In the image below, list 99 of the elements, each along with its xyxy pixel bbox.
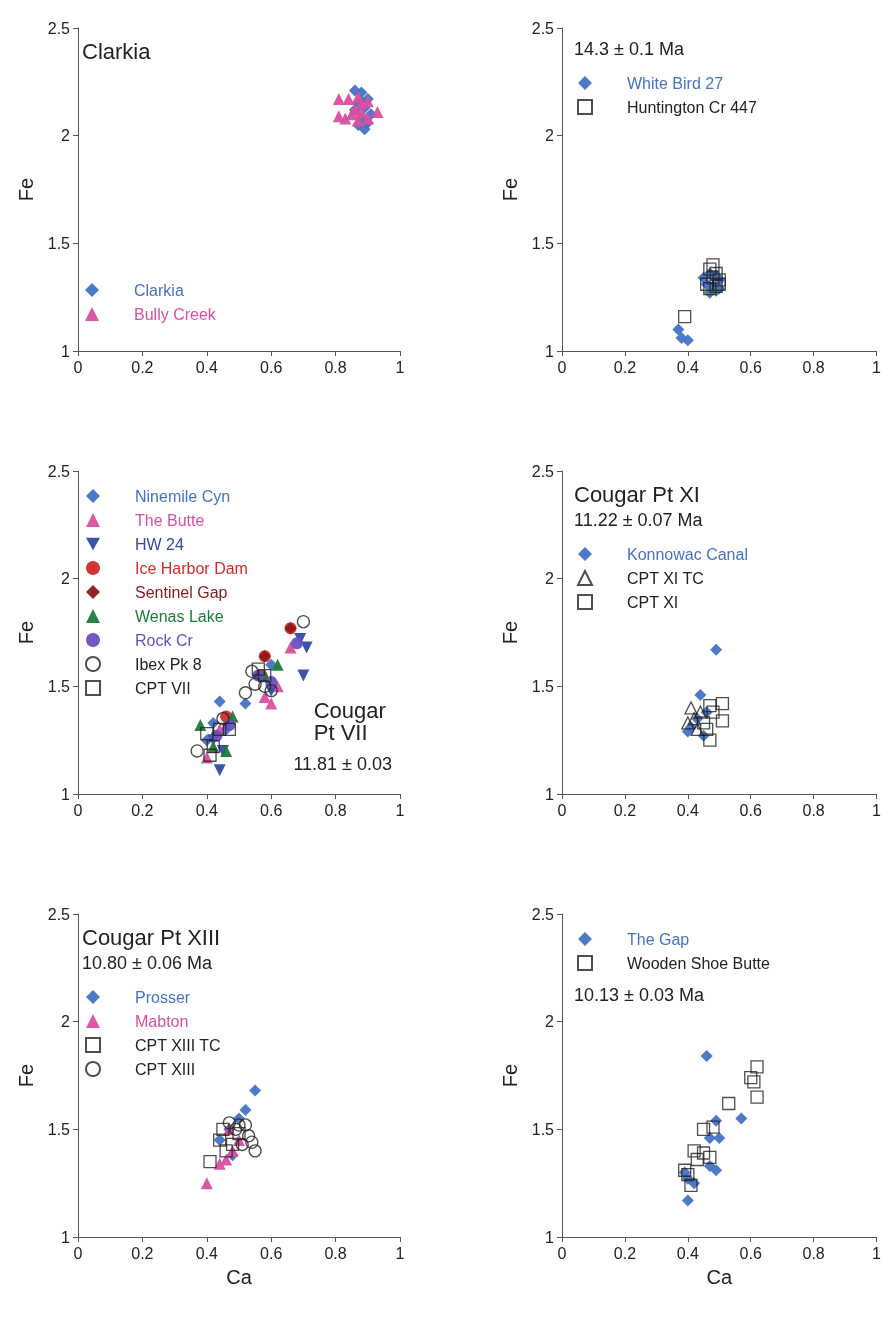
y-tick-label: 2.5: [531, 905, 555, 923]
legend-label: CPT XIII: [135, 1060, 196, 1078]
y-tick-label: 2: [61, 127, 71, 145]
legend-label: The Gap: [627, 930, 690, 948]
legend-label: Wooden Shoe Butte: [627, 954, 771, 972]
x-tick-label: 0.2: [613, 801, 637, 819]
legend-label: CPT XI: [627, 593, 679, 611]
x-tick-label: 0.4: [676, 1244, 700, 1262]
x-tick-label: 0.8: [802, 1244, 825, 1262]
legend-label: Ice Harbor Dam: [135, 559, 248, 577]
y-tick-label: 1.5: [531, 1120, 555, 1138]
x-axis-title: Ca: [706, 1266, 733, 1288]
y-tick-label: 2.5: [531, 19, 555, 37]
y-tick-label: 1.5: [531, 234, 555, 252]
x-tick-label: 0.6: [260, 1244, 283, 1262]
y-tick-label: 1: [545, 342, 555, 360]
text: 11.22 ± 0.07 Ma: [574, 510, 704, 530]
x-tick-label: 0.6: [260, 801, 283, 819]
y-tick-label: 2: [545, 570, 555, 588]
x-tick-label: 0: [557, 1244, 567, 1262]
y-tick-label: 2: [545, 1013, 555, 1031]
legend-label: Prosser: [135, 988, 191, 1006]
legend-label: CPT VII: [135, 679, 191, 697]
legend-label: HW 24: [135, 535, 184, 553]
x-tick-label: 0.4: [195, 1244, 219, 1262]
y-tick-label: 1: [61, 785, 71, 803]
x-tick-label: 1: [872, 801, 882, 819]
legend-label: CPT XIII TC: [135, 1036, 221, 1054]
x-tick-label: 0.6: [739, 801, 762, 819]
x-tick-label: 0.2: [131, 358, 154, 376]
y-axis-title: Fe: [15, 620, 37, 645]
x-axis-title: Ca: [226, 1266, 253, 1288]
x-tick-label: 1: [872, 1244, 882, 1262]
text: 11.81 ± 0.03: [293, 754, 392, 774]
x-tick-label: 0.2: [131, 801, 154, 819]
x-tick-label: 0.8: [324, 1244, 347, 1262]
x-tick-label: 0.2: [613, 358, 637, 376]
text: 10.80 ± 0.06 Ma: [82, 953, 213, 973]
x-tick-label: 0.2: [613, 1244, 637, 1262]
x-tick-label: 0.8: [802, 801, 825, 819]
legend-label: Huntington Cr 447: [627, 98, 757, 116]
x-tick-label: 0.6: [260, 358, 283, 376]
x-tick-label: 0.4: [195, 801, 219, 819]
legend-label: The Butte: [135, 511, 205, 529]
x-tick-label: 0: [557, 801, 567, 819]
y-axis-title: Fe: [499, 620, 521, 645]
annotation: 10.13 ± 0.03 Ma: [574, 985, 705, 1005]
y-tick-label: 1.5: [47, 1120, 71, 1138]
y-tick-label: 1.5: [47, 234, 71, 252]
y-axis-title: Fe: [15, 177, 37, 202]
legend-label: Bully Creek: [134, 305, 217, 323]
y-tick-label: 2: [545, 127, 555, 145]
x-tick-label: 1: [395, 1244, 405, 1262]
y-tick-label: 2: [61, 1013, 71, 1031]
text: Cougar Pt XIII: [82, 924, 221, 950]
y-axis-title: Fe: [499, 177, 521, 202]
x-tick-label: 0.4: [195, 358, 219, 376]
x-tick-label: 0: [557, 358, 567, 376]
legend-label: Ibex Pk 8: [135, 655, 202, 673]
y-tick-label: 2.5: [47, 905, 71, 923]
legend-label: Mabton: [135, 1012, 189, 1030]
y-tick-label: 2.5: [47, 462, 71, 480]
y-tick-label: 1: [61, 1228, 71, 1246]
legend-label: Clarkia: [134, 281, 184, 299]
x-tick-label: 0.8: [802, 358, 825, 376]
legend-label: Konnowac Canal: [627, 545, 748, 563]
text: Cougar Pt XI: [574, 481, 700, 507]
legend-label: Ninemile Cyn: [135, 487, 231, 505]
x-tick-label: 0.8: [324, 358, 347, 376]
y-tick-label: 1: [545, 785, 555, 803]
x-tick-label: 0.4: [676, 801, 700, 819]
legend-label: Sentinel Gap: [135, 583, 228, 601]
x-tick-label: 1: [395, 801, 405, 819]
text: Cougar Pt VII: [313, 697, 393, 745]
x-tick-label: 0: [73, 1244, 83, 1262]
y-tick-label: 1: [545, 1228, 555, 1246]
y-tick-label: 2.5: [47, 19, 71, 37]
y-tick-label: 1: [61, 342, 71, 360]
y-axis-title: Fe: [15, 1063, 37, 1088]
legend-label: Rock Cr: [135, 631, 194, 649]
x-tick-label: 0.6: [739, 1244, 762, 1262]
x-tick-label: 0.6: [739, 358, 762, 376]
x-tick-label: 0: [73, 801, 83, 819]
legend-label: Wenas Lake: [135, 607, 224, 625]
x-tick-label: 0.2: [131, 1244, 154, 1262]
legend-label: White Bird 27: [627, 74, 724, 92]
x-tick-label: 0.4: [676, 358, 700, 376]
y-tick-label: 1.5: [531, 677, 555, 695]
y-tick-label: 2: [61, 570, 71, 588]
legend-label: CPT XI TC: [627, 569, 704, 587]
text: Clarkia: [82, 38, 152, 64]
x-tick-label: 0: [73, 358, 83, 376]
text: 14.3 ± 0.1 Ma: [574, 39, 685, 59]
y-tick-label: 2.5: [531, 462, 555, 480]
x-tick-label: 0.8: [324, 801, 347, 819]
x-tick-label: 1: [395, 358, 405, 376]
y-axis-title: Fe: [499, 1063, 521, 1088]
y-tick-label: 1.5: [47, 677, 71, 695]
x-tick-label: 1: [872, 358, 882, 376]
